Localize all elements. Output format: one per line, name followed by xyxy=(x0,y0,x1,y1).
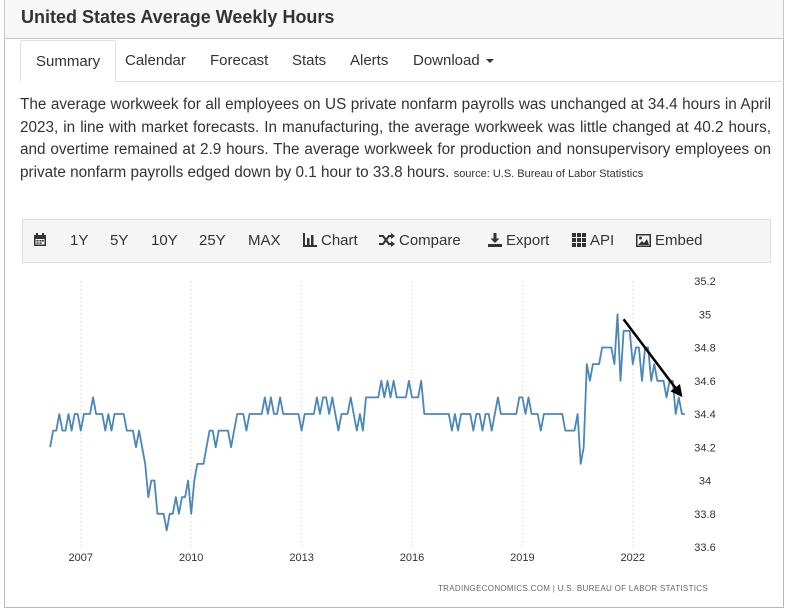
x-tick-label: 2016 xyxy=(400,552,424,564)
trend-arrow xyxy=(622,318,683,398)
widget-frame xyxy=(4,0,784,608)
y-tick-label: 34.6 xyxy=(694,376,715,388)
chart-grid xyxy=(80,281,634,547)
compare-label: Compare xyxy=(399,232,461,249)
tab-label: Summary xyxy=(36,53,101,70)
download-icon xyxy=(488,233,502,247)
y-axis: 33.6 33.8 34 34.2 34.4 34.6 34.8 35 35.2 xyxy=(694,276,715,554)
range-10y-button[interactable]: 10Y xyxy=(151,232,178,249)
tab-label: Stats xyxy=(292,52,327,69)
chart-credit: TRADINGECONOMICS.COM | U.S. BUREAU OF LA… xyxy=(438,584,708,593)
arrow-shaft xyxy=(622,318,680,394)
y-tick-label: 33.6 xyxy=(694,542,715,554)
range-1y-button[interactable]: 1Y xyxy=(70,232,89,249)
tab-forecast[interactable]: Forecast xyxy=(195,40,283,82)
x-tick-label: 2022 xyxy=(621,552,645,564)
x-tick-label: 2007 xyxy=(69,552,93,564)
description: The average workweek for all employees o… xyxy=(20,94,771,185)
page-title: United States Average Weekly Hours xyxy=(21,7,335,27)
shuffle-icon xyxy=(379,233,395,247)
tab-label: Download xyxy=(413,52,480,69)
x-tick-label: 2019 xyxy=(510,552,534,564)
y-tick-label: 34.4 xyxy=(694,409,715,421)
api-button[interactable]: API xyxy=(572,220,614,262)
image-icon xyxy=(636,234,651,247)
tab-stats[interactable]: Stats xyxy=(277,40,341,82)
chart-label: Chart xyxy=(321,232,358,249)
range-max-button[interactable]: MAX xyxy=(248,232,281,249)
api-label: API xyxy=(590,232,615,249)
embed-button[interactable]: Embed xyxy=(636,220,703,262)
title-bar: United States Average Weekly Hours xyxy=(4,0,784,39)
y-tick-label: 33.8 xyxy=(694,509,715,521)
tab-calendar[interactable]: Calendar xyxy=(110,40,201,82)
grid-icon xyxy=(572,233,586,247)
tab-bar: Summary Calendar Forecast Stats Alerts D… xyxy=(20,40,784,82)
tab-label: Alerts xyxy=(350,52,389,69)
y-tick-label: 34 xyxy=(699,476,711,488)
tab-label: Forecast xyxy=(210,52,269,69)
y-tick-label: 35.2 xyxy=(694,276,715,288)
tab-download[interactable]: Download xyxy=(398,40,509,82)
x-tick-label: 2010 xyxy=(179,552,203,564)
tab-alerts[interactable]: Alerts xyxy=(335,40,403,82)
chart-type-button[interactable]: Chart xyxy=(303,220,358,262)
export-label: Export xyxy=(506,232,550,249)
range-5y-button[interactable]: 5Y xyxy=(110,232,129,249)
y-tick-label: 35 xyxy=(699,309,711,321)
y-tick-label: 34.8 xyxy=(694,343,715,355)
source-label: source: U.S. Bureau of Labor Statistics xyxy=(453,167,644,180)
series-line xyxy=(49,313,685,532)
x-axis: 2007 2010 2013 2016 2019 2022 xyxy=(69,552,645,564)
bar-chart-icon xyxy=(303,233,317,247)
arrow-head xyxy=(670,383,683,398)
chart-toolbar: 1Y 5Y 10Y 25Y MAX Chart Compare Export A… xyxy=(22,219,771,263)
y-tick-label: 34.2 xyxy=(694,442,715,454)
calendar-icon xyxy=(34,233,46,246)
description-text: The average workweek for all employees o… xyxy=(20,96,771,181)
calendar-button[interactable] xyxy=(33,220,51,262)
x-tick-label: 2013 xyxy=(289,552,313,564)
export-button[interactable]: Export xyxy=(488,220,549,262)
tab-summary[interactable]: Summary xyxy=(20,40,117,82)
range-25y-button[interactable]: 25Y xyxy=(199,232,226,249)
compare-button[interactable]: Compare xyxy=(379,220,461,262)
embed-label: Embed xyxy=(655,232,703,249)
tab-label: Calendar xyxy=(125,52,186,69)
caret-down-icon xyxy=(485,59,494,64)
